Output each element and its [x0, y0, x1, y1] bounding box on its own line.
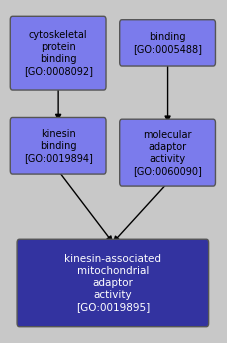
Text: kinesin-associated
mitochondrial
adaptor
activity
[GO:0019895]: kinesin-associated mitochondrial adaptor…: [64, 254, 161, 312]
FancyBboxPatch shape: [119, 20, 215, 66]
FancyBboxPatch shape: [17, 239, 208, 327]
FancyBboxPatch shape: [119, 119, 215, 186]
Text: binding
[GO:0005488]: binding [GO:0005488]: [133, 32, 201, 54]
FancyBboxPatch shape: [10, 117, 106, 174]
Text: kinesin
binding
[GO:0019894]: kinesin binding [GO:0019894]: [24, 129, 92, 163]
Text: cytoskeletal
protein
binding
[GO:0008092]: cytoskeletal protein binding [GO:0008092…: [24, 30, 92, 76]
Text: molecular
adaptor
activity
[GO:0060090]: molecular adaptor activity [GO:0060090]: [133, 130, 201, 176]
FancyBboxPatch shape: [10, 16, 106, 90]
